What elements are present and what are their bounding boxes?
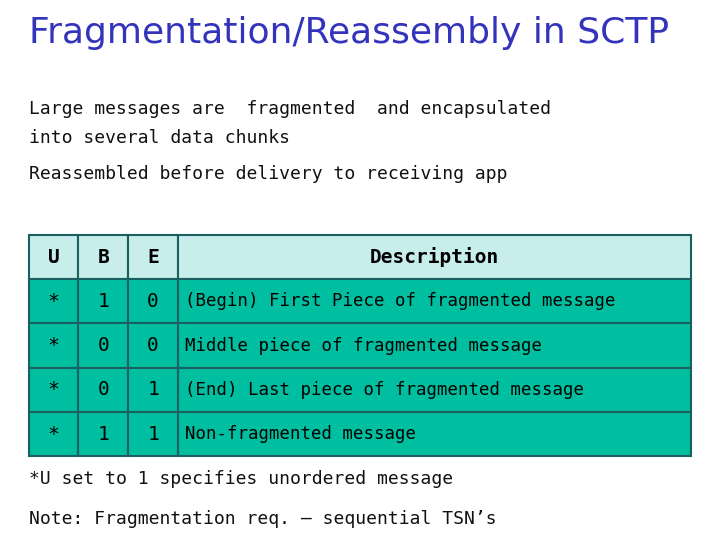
Text: Note: Fragmentation req. – sequential TSN’s: Note: Fragmentation req. – sequential TS… — [29, 510, 496, 528]
Bar — [178, 235, 691, 279]
Text: Reassembled before delivery to receiving app: Reassembled before delivery to receiving… — [29, 165, 508, 183]
Text: *: * — [48, 380, 60, 400]
Text: Large messages are  fragmented  and encapsulated: Large messages are fragmented and encaps… — [29, 100, 551, 118]
Text: 1: 1 — [147, 380, 159, 400]
Bar — [29, 323, 78, 368]
Bar — [78, 235, 128, 279]
Text: 1: 1 — [97, 292, 109, 311]
Text: 1: 1 — [97, 424, 109, 444]
Bar — [29, 412, 78, 456]
Text: 0: 0 — [97, 380, 109, 400]
Bar — [128, 323, 178, 368]
Bar — [78, 279, 128, 323]
Bar — [29, 368, 78, 412]
Text: 0: 0 — [97, 336, 109, 355]
Text: *U set to 1 specifies unordered message: *U set to 1 specifies unordered message — [29, 470, 453, 488]
Text: (Begin) First Piece of fragmented message: (Begin) First Piece of fragmented messag… — [185, 292, 616, 310]
Text: Middle piece of fragmented message: Middle piece of fragmented message — [185, 336, 542, 355]
Bar — [128, 279, 178, 323]
Text: Description: Description — [370, 247, 499, 267]
Text: *: * — [48, 336, 60, 355]
Text: (End) Last piece of fragmented message: (End) Last piece of fragmented message — [185, 381, 584, 399]
Text: Fragmentation/Reassembly in SCTP: Fragmentation/Reassembly in SCTP — [29, 16, 669, 50]
Text: 1: 1 — [147, 424, 159, 444]
Text: E: E — [147, 247, 159, 267]
Bar — [78, 412, 128, 456]
Text: 0: 0 — [147, 336, 159, 355]
Text: 0: 0 — [147, 292, 159, 311]
Bar — [128, 412, 178, 456]
Bar — [178, 368, 691, 412]
Text: *: * — [48, 292, 60, 311]
Text: *: * — [48, 424, 60, 444]
Bar — [29, 279, 78, 323]
Text: B: B — [97, 247, 109, 267]
Text: Non-fragmented message: Non-fragmented message — [185, 425, 416, 443]
Bar — [128, 368, 178, 412]
Text: U: U — [48, 247, 60, 267]
Bar — [78, 323, 128, 368]
Bar — [178, 412, 691, 456]
Bar — [29, 235, 78, 279]
Text: into several data chunks: into several data chunks — [29, 129, 289, 146]
Bar — [78, 368, 128, 412]
Bar — [178, 323, 691, 368]
Bar — [178, 279, 691, 323]
Bar — [128, 235, 178, 279]
